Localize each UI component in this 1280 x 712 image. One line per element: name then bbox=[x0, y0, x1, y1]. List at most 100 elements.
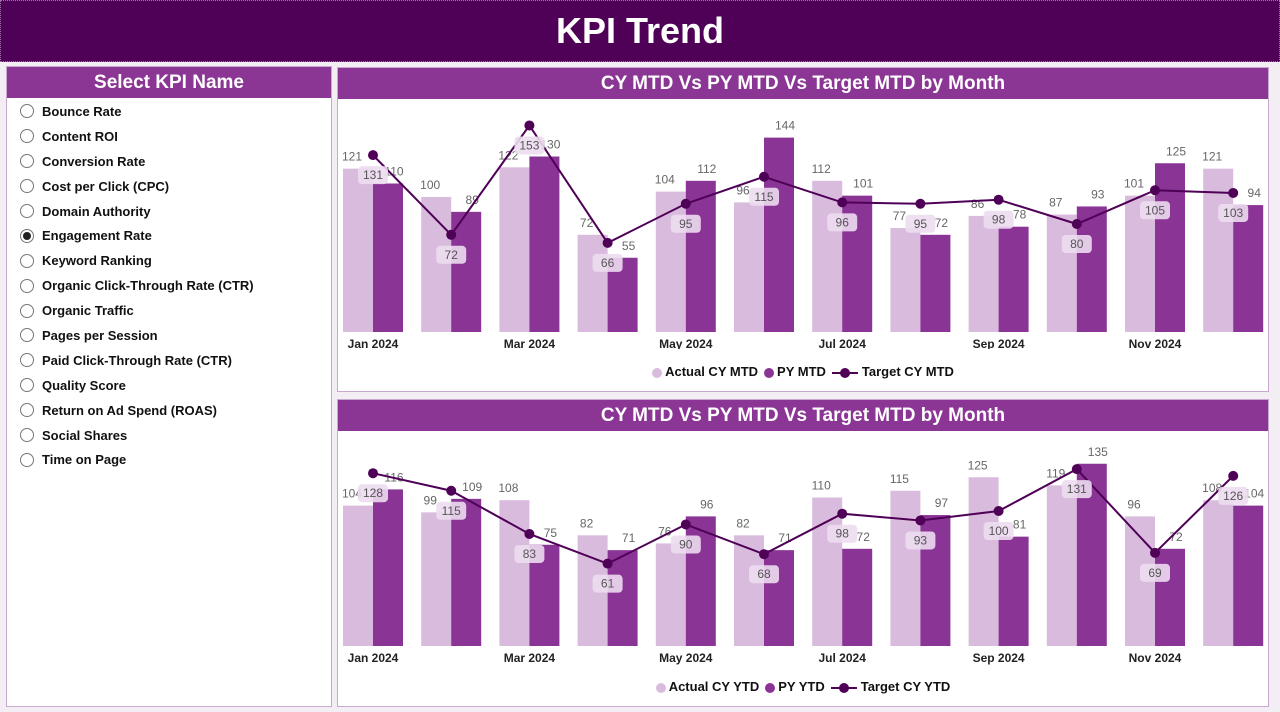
data-label-target: 95 bbox=[679, 217, 693, 231]
kpi-option[interactable]: Content ROI bbox=[7, 124, 331, 149]
kpi-option-label: Organic Click-Through Rate (CTR) bbox=[42, 278, 254, 294]
chart-legend: Actual CY YTD PY YTD Target CY YTD bbox=[338, 679, 1268, 694]
data-label-target: 131 bbox=[363, 168, 383, 182]
radio-button-icon[interactable] bbox=[20, 204, 34, 218]
kpi-option-label: Domain Authority bbox=[42, 203, 151, 219]
x-tick-label: Jul 2024 bbox=[819, 651, 867, 665]
bar-py bbox=[1076, 206, 1107, 332]
legend-item-py[interactable]: PY YTD bbox=[765, 679, 825, 694]
radio-button-icon[interactable] bbox=[20, 378, 34, 393]
kpi-slicer: Select KPI Name Bounce Rate Content ROI Co… bbox=[6, 66, 332, 707]
target-label-box bbox=[436, 501, 467, 520]
kpi-option-label: Paid Click-Through Rate (CTR) bbox=[42, 352, 232, 368]
data-label-actual: 76 bbox=[658, 524, 672, 538]
bar-actual bbox=[1203, 168, 1234, 332]
target-label-box bbox=[358, 484, 388, 503]
kpi-option[interactable]: Conversion Rate bbox=[7, 149, 331, 174]
kpi-option[interactable]: Engagement Rate bbox=[7, 223, 331, 248]
radio-button-icon[interactable] bbox=[20, 303, 34, 318]
data-label-target: 126 bbox=[1223, 489, 1243, 503]
target-point bbox=[680, 519, 691, 530]
data-label-actual: 104 bbox=[655, 173, 675, 187]
legend-item-py[interactable]: PY MTD bbox=[764, 364, 826, 379]
legend-item-target[interactable]: Target CY MTD bbox=[831, 364, 954, 379]
data-label-target: 131 bbox=[1067, 482, 1087, 496]
data-label-py: 72 bbox=[857, 530, 871, 544]
kpi-option-label: Cost per Click (CPC) bbox=[42, 178, 170, 194]
chart-legend: Actual CY MTD PY MTD Target CY MTD bbox=[338, 364, 1268, 379]
target-point bbox=[680, 198, 691, 209]
target-label-box bbox=[514, 136, 545, 155]
bar-py bbox=[764, 137, 794, 332]
bar-py bbox=[998, 536, 1029, 646]
kpi-option[interactable]: Social Shares bbox=[7, 423, 331, 448]
radio-button-icon[interactable] bbox=[20, 129, 34, 144]
radio-button-icon[interactable] bbox=[20, 403, 34, 418]
radio-button-icon[interactable] bbox=[20, 328, 34, 343]
bar-actual bbox=[655, 543, 686, 646]
target-point bbox=[1071, 219, 1082, 229]
bar-actual bbox=[421, 197, 452, 332]
legend-label: Actual CY YTD bbox=[668, 679, 760, 694]
data-label-py: 96 bbox=[700, 497, 714, 511]
target-label-box bbox=[670, 535, 701, 554]
bar-py bbox=[920, 234, 951, 332]
x-tick-label: Mar 2024 bbox=[504, 337, 556, 349]
kpi-option-label: Organic Traffic bbox=[42, 303, 134, 319]
kpi-option[interactable]: Pages per Session bbox=[7, 323, 331, 348]
kpi-option[interactable]: Bounce Rate bbox=[7, 99, 331, 124]
kpi-option-label: Quality Score bbox=[42, 377, 126, 393]
kpi-option-label: Social Shares bbox=[42, 427, 128, 443]
kpi-option[interactable]: Paid Click-Through Rate (CTR) bbox=[7, 348, 331, 373]
kpi-option-label: Engagement Rate bbox=[42, 228, 152, 244]
radio-button-icon[interactable] bbox=[20, 104, 34, 119]
radio-button-icon[interactable] bbox=[20, 228, 34, 243]
target-label-box bbox=[1061, 235, 1092, 253]
bar-actual bbox=[812, 497, 843, 646]
radio-button-icon[interactable] bbox=[20, 278, 34, 293]
legend-item-actual[interactable]: Actual CY YTD bbox=[655, 679, 760, 694]
data-label-target: 153 bbox=[519, 138, 539, 152]
radio-button-icon[interactable] bbox=[20, 428, 34, 443]
kpi-option[interactable]: Return on Ad Spend (ROAS) bbox=[7, 398, 331, 423]
page-header: KPI Trend bbox=[0, 0, 1280, 62]
legend-item-target[interactable]: Target CY YTD bbox=[830, 679, 950, 694]
kpi-option[interactable]: Time on Page bbox=[7, 447, 331, 472]
data-label-py: 72 bbox=[1169, 530, 1183, 544]
bar-actual bbox=[812, 180, 843, 332]
target-point bbox=[1228, 187, 1239, 198]
target-label-box bbox=[827, 213, 858, 232]
bar-py bbox=[1233, 505, 1264, 646]
radio-button-icon[interactable] bbox=[20, 253, 34, 268]
data-label-actual: 121 bbox=[342, 150, 362, 164]
radio-button-icon[interactable] bbox=[20, 353, 34, 368]
kpi-option[interactable]: Keyword Ranking bbox=[7, 248, 331, 273]
target-point bbox=[837, 508, 848, 519]
radio-button-icon[interactable] bbox=[20, 452, 34, 467]
bar-actual bbox=[734, 535, 764, 646]
legend-label: PY YTD bbox=[778, 679, 825, 694]
data-label-target: 80 bbox=[1070, 237, 1084, 251]
legend-dot-icon bbox=[652, 367, 663, 378]
kpi-option[interactable]: Quality Score bbox=[7, 373, 331, 398]
data-label-py: 110 bbox=[384, 165, 403, 179]
bar-actual bbox=[499, 500, 530, 646]
kpi-option[interactable]: Organic Traffic bbox=[7, 298, 331, 323]
data-label-actual: 86 bbox=[971, 197, 985, 211]
radio-button-icon[interactable] bbox=[20, 154, 34, 169]
kpi-option[interactable]: Cost per Click (CPC) bbox=[7, 174, 331, 199]
data-label-actual: 82 bbox=[736, 516, 750, 530]
data-label-py: 93 bbox=[1091, 187, 1105, 201]
kpi-option[interactable]: Organic Click-Through Rate (CTR) bbox=[7, 273, 331, 298]
x-tick-label: Jan 2024 bbox=[348, 337, 399, 349]
x-tick-label: Jan 2024 bbox=[348, 651, 399, 665]
bar-actual bbox=[968, 477, 999, 646]
legend-item-actual[interactable]: Actual CY MTD bbox=[652, 364, 758, 379]
bar-actual bbox=[343, 168, 373, 332]
data-label-target: 61 bbox=[601, 577, 615, 591]
bar-actual bbox=[343, 505, 373, 646]
target-point bbox=[602, 237, 613, 248]
kpi-option[interactable]: Domain Authority bbox=[7, 199, 331, 224]
data-label-target: 93 bbox=[914, 533, 928, 547]
radio-button-icon[interactable] bbox=[20, 179, 34, 194]
